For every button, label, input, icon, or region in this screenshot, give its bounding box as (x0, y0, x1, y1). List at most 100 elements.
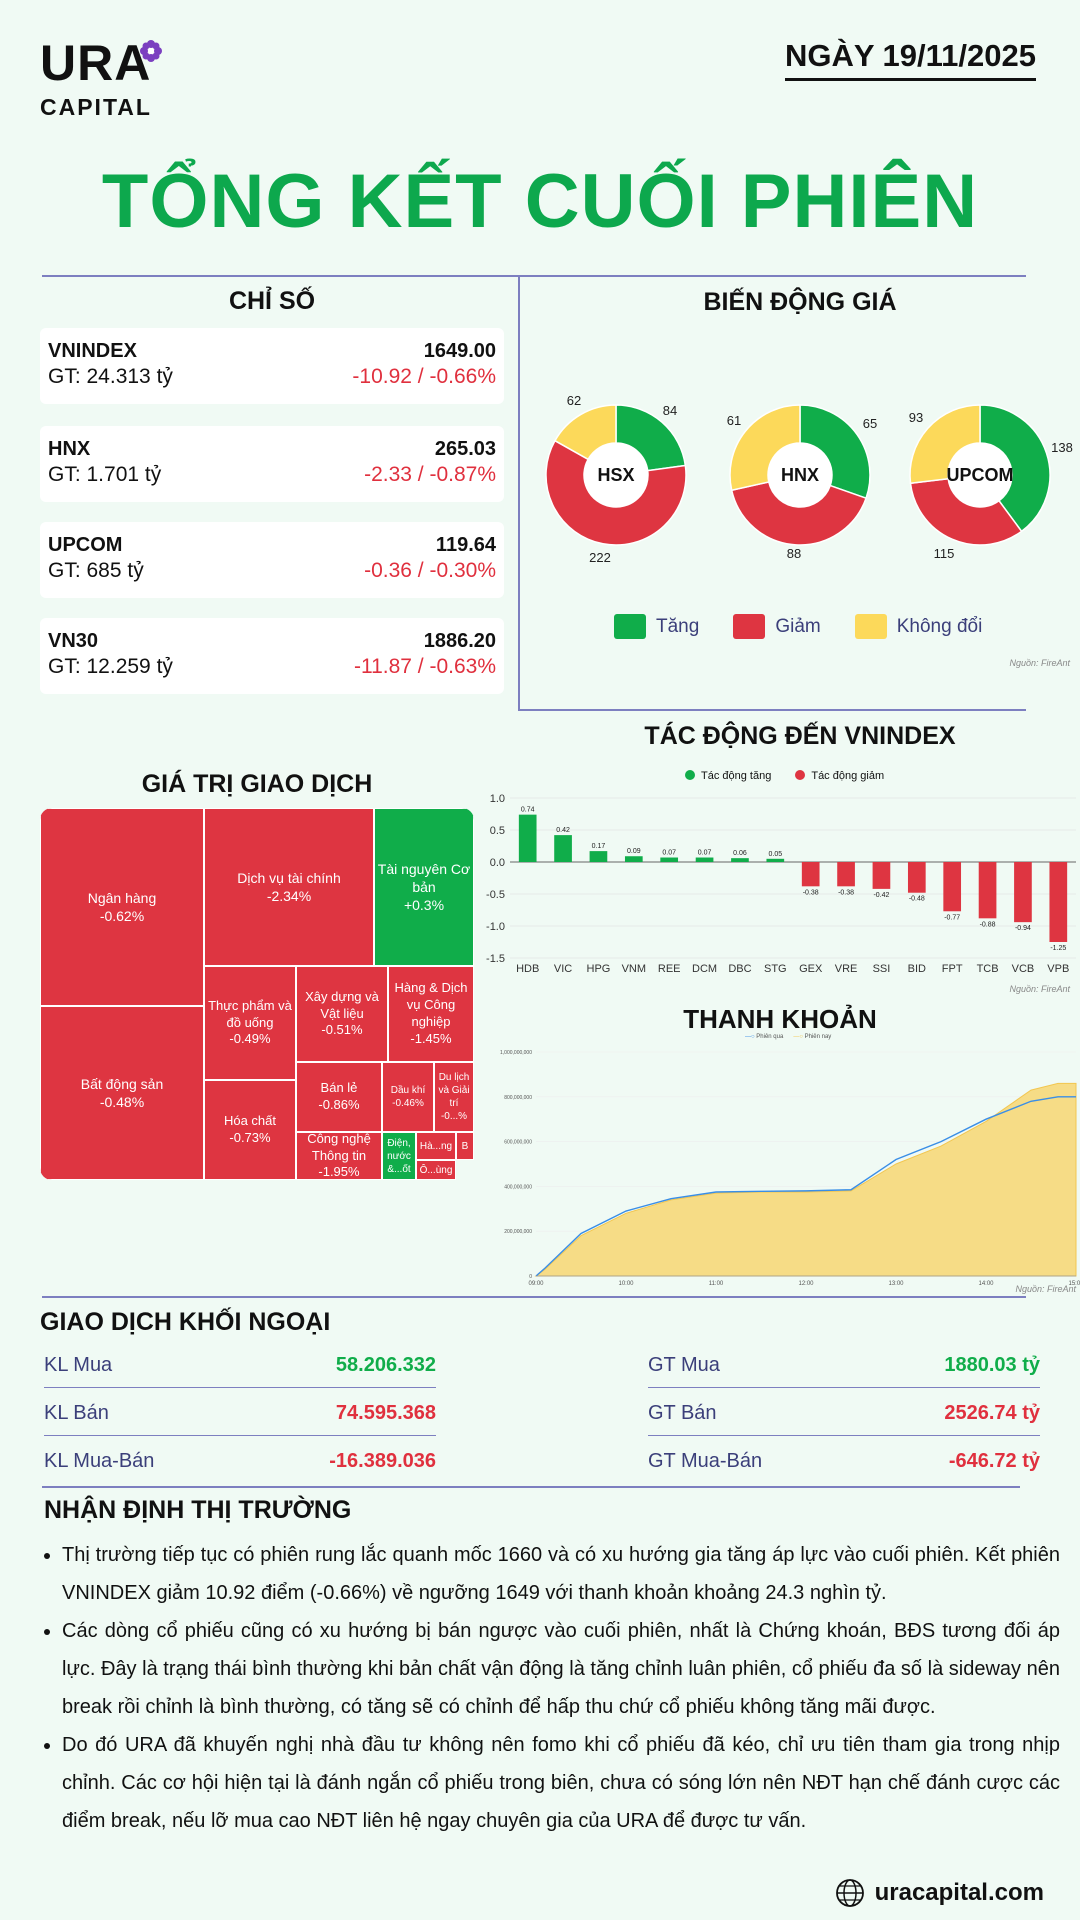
index-change: -10.92 / -0.66% (352, 365, 496, 388)
slice-label: 62 (567, 393, 581, 408)
legend-label: Phiên nay (804, 1034, 832, 1040)
bar (1014, 862, 1032, 923)
donut-hole (948, 443, 1012, 507)
legend-label: Giảm (775, 615, 821, 637)
sector-name: Du lịch và Giải trí (438, 1072, 470, 1109)
index-value: 119.64 (435, 534, 496, 556)
index-value: 265.03 (434, 438, 496, 460)
legend-label: Không đổi (896, 615, 983, 637)
foreign-row: KL Mua 58.206.332 (44, 1354, 436, 1388)
bar (872, 862, 891, 889)
legend-swatch (854, 614, 887, 639)
line-previous (535, 1096, 1076, 1277)
brand-logo: URA CAPITAL (40, 38, 162, 121)
legend-label: Tác động giảm (811, 770, 885, 782)
donut-hole (768, 443, 832, 507)
index-row-bottom: GT: 685 tỷ -0.36 / -0.30% (48, 559, 496, 583)
bar-value-label: -0.38 (838, 889, 854, 896)
price-moves-legend: Tăng Giảm Không đổi (614, 614, 982, 639)
y-tick-label: -0.5 (486, 889, 505, 901)
treemap-cell: B (456, 1132, 474, 1160)
x-tick-label: HDB (516, 963, 539, 975)
indices-title: CHỈ SỐ (228, 287, 316, 315)
footer-website[interactable]: uracapital.com (835, 1878, 1044, 1908)
x-tick-label: SSI (873, 963, 891, 975)
x-tick-label: REE (658, 963, 681, 975)
index-name: VNINDEX (48, 340, 137, 362)
legend-flat: Không đổi (854, 614, 983, 639)
sector-change: -0.46% (392, 1098, 424, 1109)
treemap-cell: Điện, nước &...ốt (382, 1132, 416, 1180)
slice-label: 65 (863, 416, 877, 431)
x-tick-label: 15:00 (1068, 1281, 1080, 1285)
legend-label: Tác động tăng (701, 770, 772, 782)
foreign-row: GT Mua-Bán -646.72 tỷ (648, 1450, 1040, 1483)
treemap-cell: Xây dựng và Vật liệu -0.51% (296, 966, 388, 1062)
y-tick-label: 200,000,000 (504, 1229, 532, 1235)
x-tick-label: 10:00 (618, 1281, 634, 1285)
index-name: VN30 (48, 630, 99, 652)
index-name: UPCOM (48, 534, 123, 556)
source-note: Nguồn: FireAnt (1009, 984, 1070, 994)
treemap-cell-text: Hàng & Dịch vụ Công nghiệp -1.45% (389, 980, 473, 1048)
x-tick-label: GEX (799, 963, 823, 975)
outlook-title: NHẬN ĐỊNH THỊ TRƯỜNG (44, 1496, 352, 1524)
index-trade-value: GT: 12.259 tỷ (48, 655, 173, 678)
donut-title: HSX (597, 465, 634, 485)
bar-value-label: 0.07 (698, 850, 712, 857)
y-tick-label: 0 (529, 1274, 532, 1280)
bar-value-label: 0.05 (769, 851, 783, 858)
divider (518, 275, 520, 710)
sector-name: Hà...ng (419, 1140, 453, 1152)
treemap-cell: Thực phẩm và đồ uống -0.49% (204, 966, 296, 1080)
legend-dot (795, 770, 806, 780)
treemap-cell: Dịch vụ tài chính -2.34% (204, 808, 374, 966)
sector-name: Điện, nước &...ốt (387, 1137, 411, 1175)
bar-value-label: 0.17 (592, 843, 606, 850)
treemap-cell: Ô...ùng (416, 1160, 456, 1180)
y-tick-label: 0.0 (490, 857, 505, 869)
bar (943, 862, 962, 912)
x-tick-label: HPG (587, 963, 611, 975)
source-note: Nguồn: FireAnt (1015, 1284, 1076, 1294)
y-tick-label: 600,000,000 (504, 1140, 532, 1146)
x-tick-label: VPB (1047, 963, 1069, 975)
sector-change: -0.48% (99, 1094, 145, 1110)
x-tick-label: STG (764, 963, 787, 975)
liquidity-legend: —○ Phiên qua —○ Phiên nay (745, 1034, 831, 1040)
x-tick-label: 14:00 (978, 1281, 994, 1285)
divider (42, 1296, 1026, 1298)
trade-value-title: GIÁ TRỊ GIAO DỊCH (141, 770, 373, 798)
treemap-cell: Hóa chất -0.73% (204, 1080, 296, 1180)
index-value: 1886.20 (423, 630, 496, 652)
sector-change: -0.73% (229, 1130, 271, 1145)
bar (731, 858, 749, 862)
price-moves-title: BIẾN ĐỘNG GIÁ (703, 288, 897, 316)
foreign-row: GT Mua 1880.03 tỷ (648, 1354, 1040, 1388)
bar-value-label: -0.38 (803, 889, 819, 896)
y-tick-label: -1.0 (486, 921, 505, 933)
treemap-cell-text: Xây dựng và Vật liệu -0.51% (297, 989, 387, 1040)
foreign-value: 58.206.332 (335, 1354, 436, 1376)
bar (554, 835, 572, 862)
treemap-cell-text: B (462, 1140, 469, 1153)
treemap-cell: Hà...ng (416, 1132, 456, 1160)
treemap-cell: Hàng & Dịch vụ Công nghiệp -1.45% (388, 966, 474, 1062)
slice-label: 61 (727, 413, 741, 428)
globe-icon (835, 1879, 864, 1907)
foreign-label: KL Bán (44, 1402, 109, 1424)
sector-name: Công nghệ Thông tin (307, 1132, 371, 1163)
slice-label: 115 (934, 546, 955, 561)
sector-name: Ngân hàng (87, 889, 157, 906)
foreign-value: 2526.74 tỷ (944, 1402, 1040, 1424)
index-card: VNINDEX 1649.00 GT: 24.313 tỷ -10.92 / -0.6… (40, 328, 504, 404)
x-tick-label: VIC (554, 963, 572, 975)
legend-down: Tác động giảm (795, 770, 884, 782)
legend-mark: —○ (793, 1034, 805, 1040)
sector-change: -0.62% (99, 908, 145, 924)
sector-name: Hóa chất (223, 1113, 277, 1129)
index-change: -0.36 / -0.30% (364, 559, 496, 582)
bar (766, 858, 785, 862)
x-tick-label: VRE (835, 963, 858, 975)
sector-name: Bất động sản (80, 1075, 164, 1092)
